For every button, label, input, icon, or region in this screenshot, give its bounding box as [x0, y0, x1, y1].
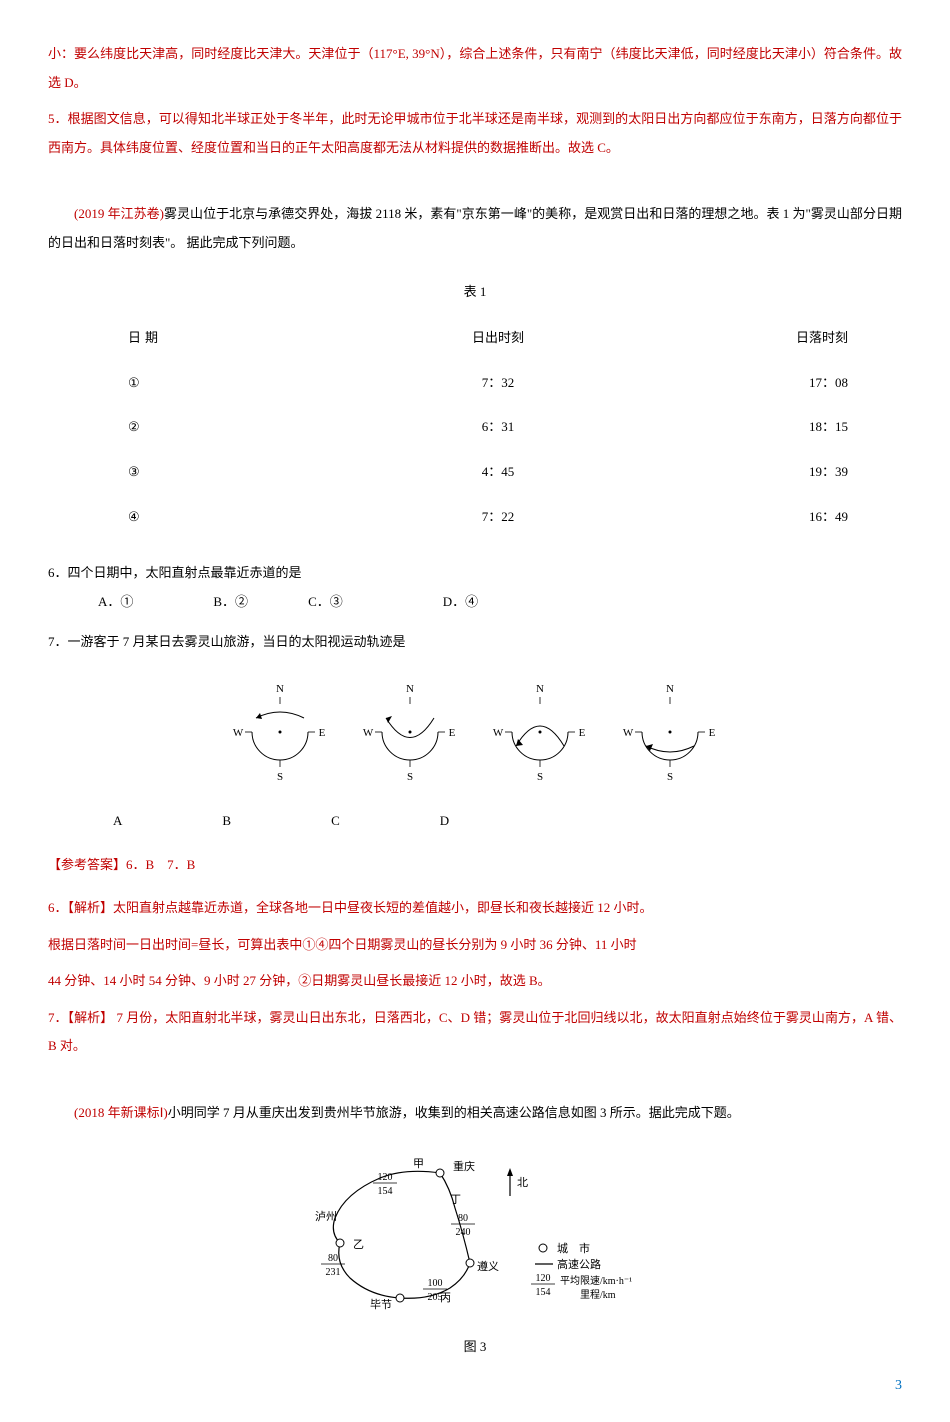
q7-label-b: B — [222, 807, 231, 836]
xinkebiao-year: (2018 年新课标Ⅰ) — [74, 1105, 168, 1120]
table-title: 表 1 — [48, 278, 902, 307]
svg-text:重庆: 重庆 — [453, 1159, 475, 1173]
answer-label: 【参考答案】 — [48, 857, 126, 872]
q7-text: 7．一游客于 7 月某日去雾灵山旅游，当日的太阳视运动轨迹是 — [48, 628, 902, 657]
svg-text:154: 154 — [378, 1186, 393, 1197]
sun-diagrams-svg: N S W E N S W E — [215, 677, 735, 787]
q7-label-c: C — [331, 807, 340, 836]
svg-text:231: 231 — [326, 1267, 341, 1278]
header-sunset: 日落时刻 — [668, 324, 868, 353]
question-6: 6．四个日期中，太阳直射点最靠近赤道的是 A．① B．② C．③ D．④ — [48, 559, 902, 616]
svg-text:120: 120 — [536, 1273, 551, 1284]
svg-text:W: W — [363, 727, 374, 739]
jiangsu-context: (2019 年江苏卷)雾灵山位于北京与承德交界处，海拔 2118 米，素有"京东… — [48, 200, 902, 257]
svg-text:里程/km: 里程/km — [580, 1289, 616, 1301]
svg-text:泸州: 泸州 — [315, 1210, 337, 1223]
highway-map-svg: 重庆 泸州 毕节 遵义 甲 乙 丙 丁 120 154 80 240 80 23… — [285, 1148, 665, 1318]
q6-option-d: D．④ — [443, 588, 478, 617]
svg-text:80: 80 — [458, 1213, 468, 1224]
row-num: ② — [128, 419, 144, 434]
svg-text:乙: 乙 — [353, 1238, 364, 1251]
svg-text:北: 北 — [517, 1176, 528, 1189]
row-sunrise: 7：32 — [328, 369, 668, 398]
svg-text:120: 120 — [378, 1172, 393, 1183]
svg-text:W: W — [493, 727, 504, 739]
analysis-7-text: 7 月份，太阳直射北半球，雾灵山日出东北，日落西北，C、D 错；雾灵山位于北回归… — [48, 1010, 902, 1054]
svg-text:S: S — [537, 771, 543, 783]
analysis-6-cont-2: 44 分钟、14 小时 54 分钟、9 小时 27 分钟，②日期雾灵山昼长最接近… — [48, 967, 902, 996]
intro-paragraph-2: 5．根据图文信息，可以得知北半球正处于冬半年，此时无论甲城市位于北半球还是南半球… — [48, 105, 902, 162]
header-date: 日期 — [48, 324, 328, 353]
svg-text:甲: 甲 — [413, 1158, 424, 1170]
q7-option-labels: A B C D — [48, 807, 902, 836]
row-sunset: 16：49 — [668, 503, 868, 532]
row-sunrise: 6：31 — [328, 413, 668, 442]
jiangsu-description: 雾灵山位于北京与承德交界处，海拔 2118 米，素有"京东第一峰"的美称，是观赏… — [48, 206, 902, 250]
analysis-6-text-1: 太阳直射点越靠近赤道，全球各地一日中昼夜长短的差值越小，即昼长和夜长越接近 12… — [113, 900, 653, 915]
svg-text:80: 80 — [328, 1253, 338, 1264]
q6-option-b: B．② — [213, 588, 248, 617]
q6-text: 6．四个日期中，太阳直射点最靠近赤道的是 — [48, 559, 902, 588]
svg-text:城 市: 城 市 — [557, 1241, 590, 1255]
svg-text:N: N — [406, 683, 414, 695]
figure-3-caption: 图 3 — [48, 1333, 902, 1362]
svg-text:S: S — [277, 771, 283, 783]
q6-option-c: C．③ — [308, 588, 343, 617]
row-sunset: 18：15 — [668, 413, 868, 442]
analysis-7: 7．【解析】 7 月份，太阳直射北半球，雾灵山日出东北，日落西北，C、D 错；雾… — [48, 1004, 902, 1061]
svg-text:W: W — [623, 727, 634, 739]
svg-text:毕节: 毕节 — [370, 1298, 392, 1311]
q7-label-a: A — [113, 807, 122, 836]
svg-text:S: S — [667, 771, 673, 783]
page-number: 3 — [895, 1371, 902, 1402]
question-7: 7．一游客于 7 月某日去雾灵山旅游，当日的太阳视运动轨迹是 — [48, 628, 902, 657]
table-row: ③ 4：45 19：39 — [48, 450, 902, 495]
table-row: ① 7：32 17：08 — [48, 361, 902, 406]
analysis-6-cont-1: 根据日落时间一日出时间=昼长，可算出表中①④四个日期雾灵山的昼长分别为 9 小时… — [48, 931, 902, 960]
svg-text:N: N — [666, 683, 674, 695]
svg-text:240: 240 — [456, 1227, 471, 1238]
svg-text:154: 154 — [536, 1287, 551, 1298]
row-num: ③ — [128, 464, 144, 479]
table-row: ② 6：31 18：15 — [48, 405, 902, 450]
q7-label-d: D — [440, 807, 449, 836]
highway-map-figure: 重庆 泸州 毕节 遵义 甲 乙 丙 丁 120 154 80 240 80 23… — [48, 1148, 902, 1362]
svg-text:遵义: 遵义 — [477, 1259, 499, 1273]
xinkebiao-description: 小明同学 7 月从重庆出发到贵州毕节旅游，收集到的相关高速公路信息如图 3 所示… — [168, 1105, 740, 1120]
svg-text:W: W — [233, 727, 244, 739]
row-sunset: 19：39 — [668, 458, 868, 487]
svg-text:100: 100 — [428, 1278, 443, 1289]
table-header-row: 日期 日出时刻 日落时刻 — [48, 316, 902, 361]
header-sunrise: 日出时刻 — [328, 324, 668, 353]
sunrise-sunset-table: 表 1 日期 日出时刻 日落时刻 ① 7：32 17：08 ② 6：31 18：… — [48, 278, 902, 540]
analysis-6-label: 6．【解析】 — [48, 900, 113, 915]
svg-text:平均限速/km·h⁻¹: 平均限速/km·h⁻¹ — [560, 1275, 632, 1287]
row-sunrise: 7：22 — [328, 503, 668, 532]
row-num: ① — [128, 375, 144, 390]
svg-text:N: N — [536, 683, 544, 695]
sun-path-diagrams: N S W E N S W E — [48, 677, 902, 787]
analysis-7-label: 7．【解析】 — [48, 1010, 113, 1025]
answer-section: 【参考答案】6．B 7．B — [48, 851, 902, 880]
svg-text:E: E — [709, 727, 716, 739]
svg-text:205: 205 — [428, 1292, 443, 1303]
row-sunrise: 4：45 — [328, 458, 668, 487]
row-sunset: 17：08 — [668, 369, 868, 398]
svg-text:E: E — [319, 727, 326, 739]
q6-option-a: A．① — [98, 588, 133, 617]
svg-text:N: N — [276, 683, 284, 695]
svg-text:E: E — [449, 727, 456, 739]
jiangsu-year: (2019 年江苏卷) — [74, 206, 164, 221]
row-num: ④ — [128, 509, 144, 524]
answer-text: 6．B 7．B — [126, 857, 195, 872]
svg-text:S: S — [407, 771, 413, 783]
intro-paragraph-1: 小：要么纬度比天津高，同时经度比天津大。天津位于（117°E, 39°N），综合… — [48, 40, 902, 97]
svg-text:高速公路: 高速公路 — [557, 1257, 601, 1271]
analysis-6: 6．【解析】太阳直射点越靠近赤道，全球各地一日中昼夜长短的差值越小，即昼长和夜长… — [48, 894, 902, 923]
svg-text:丁: 丁 — [450, 1194, 461, 1206]
xinkebiao-context: (2018 年新课标Ⅰ)小明同学 7 月从重庆出发到贵州毕节旅游，收集到的相关高… — [48, 1099, 902, 1128]
table-row: ④ 7：22 16：49 — [48, 495, 902, 540]
svg-text:E: E — [579, 727, 586, 739]
